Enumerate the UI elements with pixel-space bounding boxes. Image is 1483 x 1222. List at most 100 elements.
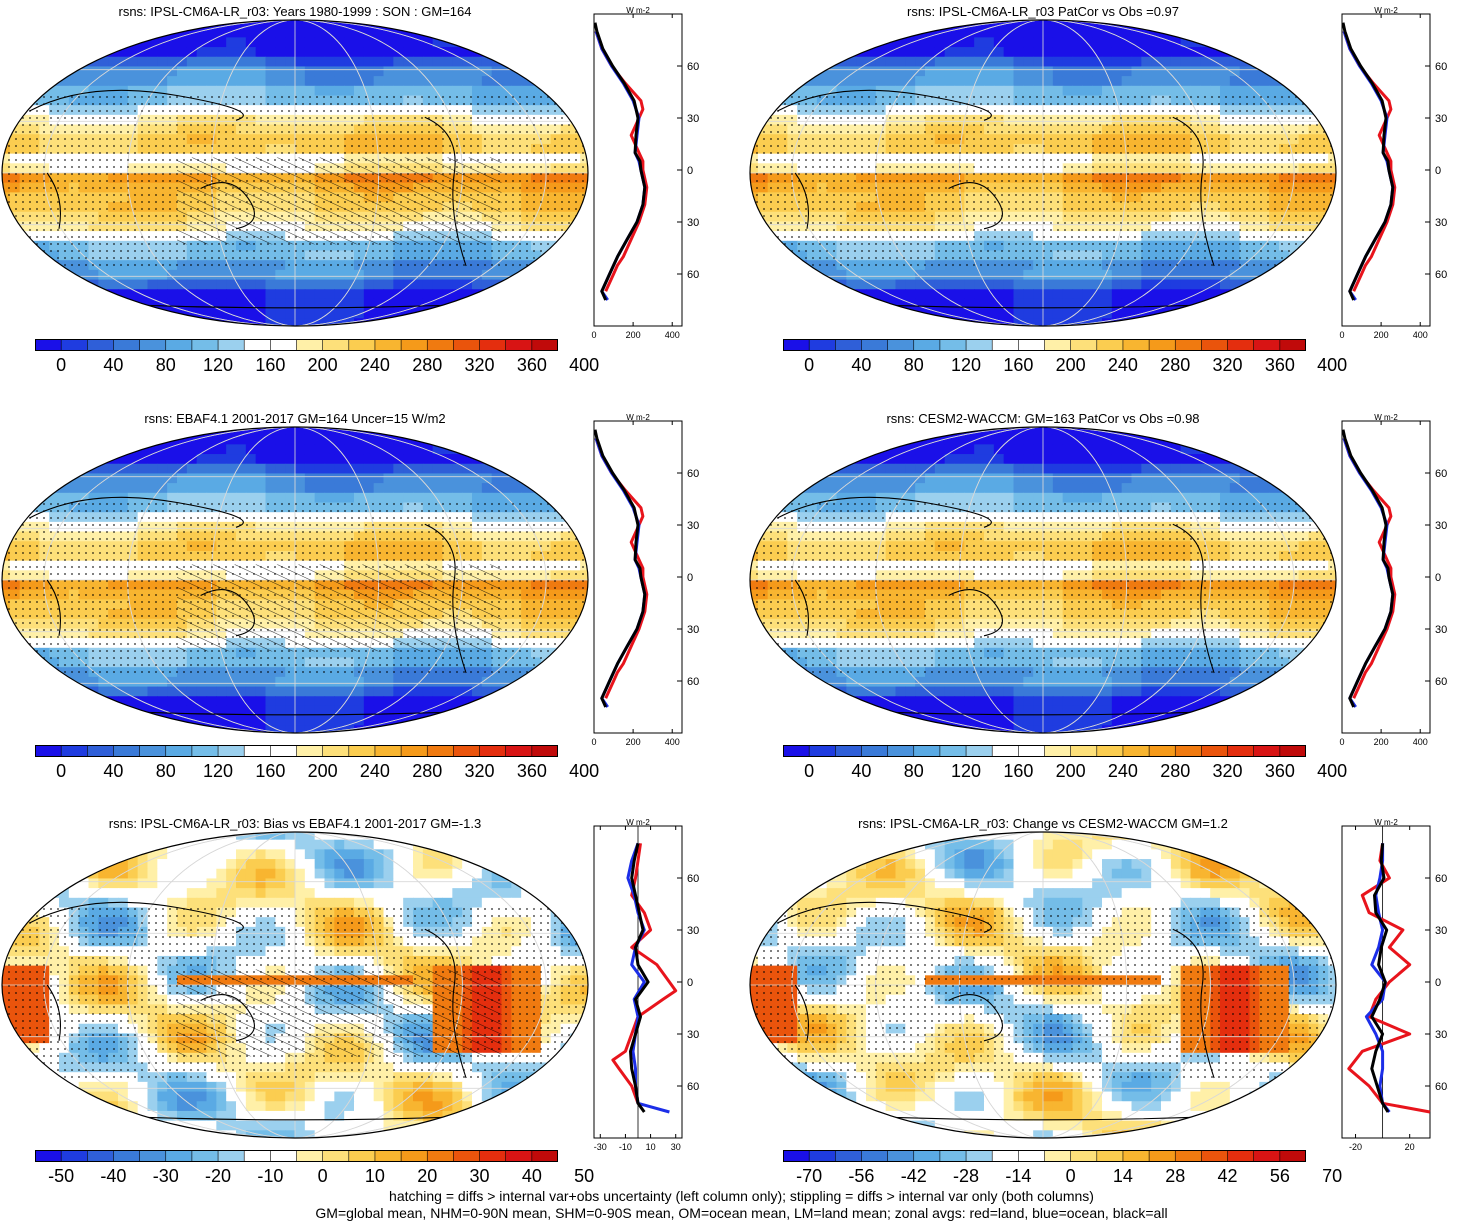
- colorbar-swatch: [427, 339, 454, 351]
- map-cell: [423, 37, 433, 47]
- map-cell: [482, 37, 492, 47]
- map-cell: [905, 76, 915, 86]
- map-cell: [502, 28, 512, 38]
- map-cell: [1122, 280, 1132, 290]
- map-cell: [1023, 270, 1033, 280]
- map-cell: [0, 473, 10, 483]
- colorbar-2: [783, 339, 1306, 351]
- map-cell: [994, 76, 1004, 86]
- map-cell: [964, 57, 974, 67]
- map-cell: [59, 318, 69, 328]
- map-cell: [580, 86, 590, 96]
- map-cell: [492, 270, 502, 280]
- map-cell: [797, 76, 807, 86]
- map-cell: [443, 309, 453, 319]
- map-cell: [157, 464, 167, 474]
- map-cell: [817, 37, 827, 47]
- map-cell: [1132, 66, 1142, 76]
- map-cell: [1023, 309, 1033, 319]
- map-cell: [197, 473, 207, 483]
- map-cell: [1309, 318, 1319, 328]
- map-cell: [866, 299, 876, 309]
- map-cell: [1023, 57, 1033, 67]
- map-cell: [207, 493, 217, 503]
- map-cell: [974, 280, 984, 290]
- map-cell: [1063, 289, 1073, 299]
- map-cell: [807, 28, 817, 38]
- map-cell: [1191, 280, 1201, 290]
- map-cell: [1161, 309, 1171, 319]
- map-cell: [876, 66, 886, 76]
- map-cell: [226, 47, 236, 57]
- map-cell: [837, 289, 847, 299]
- map-cell: [30, 251, 40, 261]
- map-cell: [423, 454, 433, 464]
- map-cell: [787, 270, 797, 280]
- map-cell: [551, 318, 561, 328]
- map-cell: [1014, 86, 1024, 96]
- zonal-xtick-label: 0: [591, 330, 596, 340]
- stippling-overlay: [748, 96, 1338, 267]
- map-cell: [1289, 270, 1299, 280]
- map-cell: [128, 473, 138, 483]
- map-cell: [551, 425, 561, 435]
- map-cell: [20, 454, 30, 464]
- map-cell: [807, 57, 817, 67]
- map-cell: [551, 454, 561, 464]
- map-cell: [69, 483, 79, 493]
- map-cell: [1102, 309, 1112, 319]
- map-cell: [30, 47, 40, 57]
- map-cell: [945, 57, 955, 67]
- map-cell: [817, 76, 827, 86]
- map-cell: [1151, 289, 1161, 299]
- map-cell: [20, 464, 30, 474]
- map-cell: [197, 454, 207, 464]
- map-cell: [1004, 37, 1014, 47]
- colorbar-swatch: [244, 339, 271, 351]
- zonal-series-black: [1343, 23, 1393, 300]
- map-cell: [521, 28, 531, 38]
- map-cell: [384, 270, 394, 280]
- colorbar-tick-label: 240: [360, 355, 390, 376]
- map-cell: [413, 18, 423, 28]
- map-cell: [403, 299, 413, 309]
- map-cell: [1210, 318, 1220, 328]
- map-cell: [561, 318, 571, 328]
- map-cell: [758, 289, 768, 299]
- map-cell: [945, 76, 955, 86]
- map-cell: [482, 435, 492, 445]
- map-cell: [541, 483, 551, 493]
- map-cell: [561, 66, 571, 76]
- map-cell: [0, 66, 10, 76]
- map-cell: [266, 280, 276, 290]
- map-cell: [748, 96, 758, 106]
- map-cell: [570, 37, 580, 47]
- map-cell: [748, 270, 758, 280]
- map-cell: [758, 251, 768, 261]
- map-cell: [216, 37, 226, 47]
- map-cell: [246, 483, 256, 493]
- map-cell: [433, 435, 443, 445]
- map-cell: [187, 425, 197, 435]
- map-cell: [246, 280, 256, 290]
- map-cell: [1053, 270, 1063, 280]
- map-cell: [1023, 289, 1033, 299]
- map-cell: [561, 241, 571, 251]
- map-cell: [118, 76, 128, 86]
- map-cell: [0, 444, 10, 454]
- map-cell: [403, 493, 413, 503]
- map-cell: [334, 28, 344, 38]
- map-cell: [502, 299, 512, 309]
- map-cell: [216, 270, 226, 280]
- map-cell: [807, 37, 817, 47]
- map-cell: [177, 76, 187, 86]
- map-cell: [1043, 28, 1053, 38]
- map-cell: [570, 473, 580, 483]
- map-cell: [1240, 47, 1250, 57]
- map-cell: [580, 435, 590, 445]
- map-cell: [157, 57, 167, 67]
- map-cell: [1328, 241, 1338, 251]
- colorbar-tick-label: 360: [517, 355, 547, 376]
- map-cell: [1318, 318, 1328, 328]
- map-cell: [1151, 18, 1161, 28]
